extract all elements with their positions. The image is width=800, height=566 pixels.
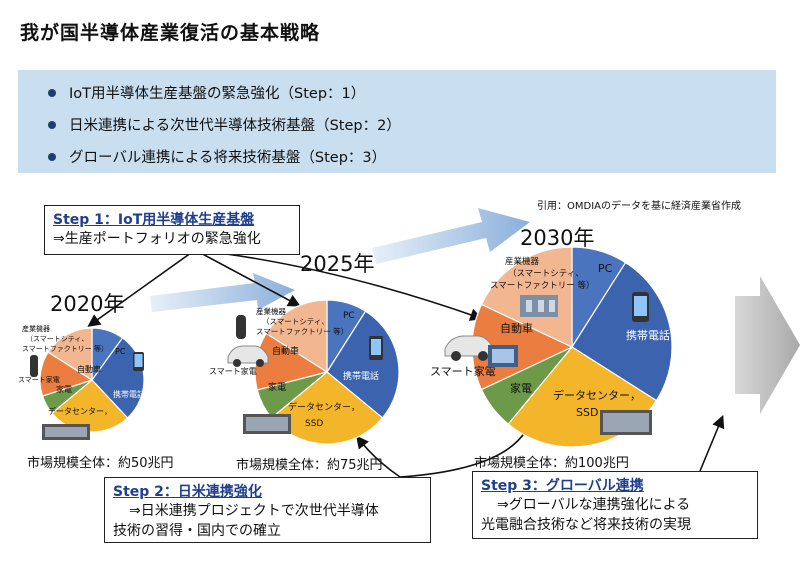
market-size-2025: 市場規模全体：約75兆円 bbox=[236, 457, 383, 473]
pie-chart-2025 bbox=[254, 299, 400, 445]
growth-arrow-2020-2025 bbox=[150, 273, 295, 312]
label-2030-industry-1: 産業機器 bbox=[505, 256, 540, 267]
label-2020-industry-3: スマートファクトリー 等） bbox=[22, 344, 108, 353]
year-label-2025: 2025年 bbox=[300, 252, 374, 276]
bullet-text: IoT用半導体生産基盤の緊急強化（Step：1） bbox=[69, 86, 366, 102]
label-2020-mobile: 携帯電話 bbox=[113, 389, 145, 399]
step1-connector-2025 bbox=[194, 249, 301, 307]
label-2030-industry-2: （スマートシティ、 bbox=[508, 268, 584, 279]
step2-line-2: 技術の習得・国内での確立 bbox=[113, 523, 281, 539]
step1-line-1: ⇒生産ポートフォリオの緊急強化 bbox=[53, 231, 261, 247]
bullet-item-step1: IoT用半導体生産基盤の緊急強化（Step：1） bbox=[48, 82, 365, 103]
citation: 引用：OMDIAのデータを基に経済産業省作成 bbox=[537, 201, 741, 212]
label-2025-industry-3: スマートファクトリー 等） bbox=[256, 326, 348, 336]
year-label-2030: 2030年 bbox=[520, 226, 594, 250]
label-2030-datacenter-2: SSD bbox=[576, 406, 598, 419]
factory-robot-icon bbox=[520, 295, 558, 317]
market-size-2020: 市場規模全体：約50兆円 bbox=[27, 455, 174, 471]
step2-title: Step 2：日米連携強化 bbox=[113, 484, 262, 500]
pie-slice-industry bbox=[265, 299, 328, 374]
step1-connector-2020 bbox=[87, 249, 196, 327]
bullet-item-step2: 日米連携による次世代半導体技術基盤（Step：2） bbox=[48, 114, 401, 135]
pie-chart-2020 bbox=[39, 327, 145, 433]
label-2020-pc: PC bbox=[115, 347, 126, 356]
step3-box: Step 3：グローバル連携 ⇒グローバルな連携強化による 光電融合技術など将来… bbox=[472, 471, 758, 539]
step3-line-2: 光電融合技術など将来技術の実現 bbox=[481, 517, 691, 533]
step1-title: Step 1：IoT用半導体生産基盤 bbox=[53, 212, 255, 228]
bullet-dot-icon bbox=[48, 88, 56, 97]
bullet-dot-icon bbox=[48, 152, 56, 161]
server-rack-icon bbox=[243, 414, 291, 434]
growth-arrow-2025-2030 bbox=[372, 208, 530, 264]
page-title: 我が国半導体産業復活の基本戦略 bbox=[20, 22, 321, 44]
bullet-box: IoT用半導体生産基盤の緊急強化（Step：1） 日米連携による次世代半導体技術… bbox=[18, 70, 776, 173]
label-2025-industry-2: （スマートシティ、 bbox=[262, 317, 329, 326]
label-2030-mobile: 携帯電話 bbox=[626, 328, 670, 342]
pie-slice-industry bbox=[47, 327, 93, 382]
label-2020-appliance: 家電 bbox=[56, 384, 72, 394]
label-2025-pc: PC bbox=[343, 311, 355, 321]
future-arrow-icon bbox=[735, 276, 800, 414]
step3-connector bbox=[699, 415, 725, 472]
city-panel-icon bbox=[488, 345, 518, 367]
bullet-item-step3: グローバル連携による将来技術基盤（Step：3） bbox=[48, 146, 386, 167]
pie-slice-mobile bbox=[91, 337, 145, 419]
label-2020-industry-1: 産業機器 bbox=[22, 324, 50, 333]
label-2025-industry-1: 産業機器 bbox=[256, 306, 286, 316]
step2-line-1: ⇒日米連携プロジェクトで次世代半導体 bbox=[129, 503, 379, 519]
bullet-dot-icon bbox=[48, 120, 56, 129]
label-2020-auto: 自動車 bbox=[77, 364, 101, 374]
car-icon bbox=[227, 345, 269, 367]
label-2030-auto: 自動車 bbox=[500, 321, 533, 335]
server-rack-icon bbox=[600, 410, 652, 435]
label-2025-mobile: 携帯電話 bbox=[343, 370, 379, 382]
step2-box: Step 2：日米連携強化 ⇒日米連携プロジェクトで次世代半導体 技術の習得・国… bbox=[104, 477, 431, 543]
label-2030-smart-appliance: スマート家電 bbox=[430, 364, 496, 378]
label-2025-auto: 自動車 bbox=[272, 345, 299, 357]
smartphone-icon bbox=[133, 352, 144, 371]
label-2025-datacenter-2: SSD bbox=[305, 419, 323, 429]
label-2020-industry-2: （スマートシティ、 bbox=[26, 335, 88, 343]
step2-connector bbox=[358, 432, 526, 478]
server-rack-icon bbox=[42, 424, 90, 440]
label-2020-datacenter: データセンター， bbox=[48, 406, 112, 416]
year-label-2020: 2020年 bbox=[50, 292, 124, 316]
step1-box: Step 1：IoT用半導体生産基盤 ⇒生産ポートフォリオの緊急強化 bbox=[44, 205, 300, 255]
label-2025-smart-appliance: スマート家電 bbox=[209, 366, 257, 376]
bullet-text: 日米連携による次世代半導体技術基盤（Step：2） bbox=[69, 118, 401, 134]
label-2020-smart-appliance: スマート家電 bbox=[18, 375, 60, 384]
label-2025-datacenter: データセンター， bbox=[288, 401, 360, 413]
label-2025-appliance: 家電 bbox=[268, 381, 286, 393]
label-2030-datacenter: データセンター， bbox=[553, 388, 641, 402]
car-icon bbox=[444, 335, 494, 361]
label-2030-pc: PC bbox=[598, 262, 613, 275]
smart-speaker-icon bbox=[236, 315, 246, 339]
market-size-2030: 市場規模全体：約100兆円 bbox=[474, 455, 629, 471]
smartphone-icon bbox=[632, 292, 649, 322]
bullet-text: グローバル連携による将来技術基盤（Step：3） bbox=[69, 150, 387, 166]
step3-line-1: ⇒グローバルな連携強化による bbox=[497, 497, 691, 513]
label-2030-industry-3: スマートファクトリー 等） bbox=[490, 280, 594, 291]
label-2030-appliance: 家電 bbox=[510, 381, 532, 395]
smartphone-icon bbox=[369, 336, 383, 360]
smart-speaker-icon bbox=[30, 355, 38, 377]
step3-title: Step 3：グローバル連携 bbox=[481, 478, 644, 494]
